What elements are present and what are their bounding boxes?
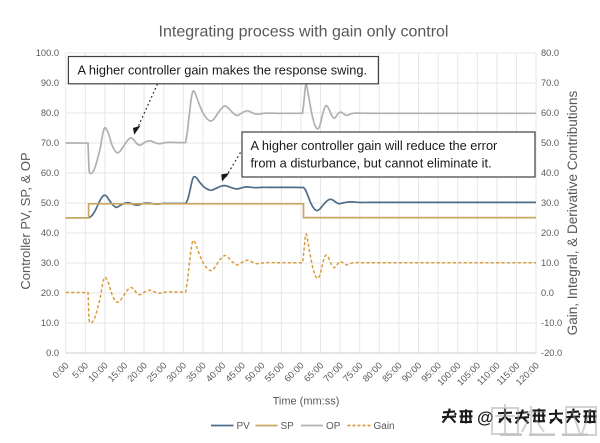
svg-text:Controller PV, SP, & OP: Controller PV, SP, & OP bbox=[18, 152, 33, 289]
svg-text:80.0: 80.0 bbox=[41, 108, 59, 118]
svg-text:Integrating process with gain: Integrating process with gain only contr… bbox=[159, 24, 449, 41]
svg-text:30.0: 30.0 bbox=[41, 258, 59, 268]
svg-text:OP: OP bbox=[326, 421, 341, 432]
svg-text:10.0: 10.0 bbox=[41, 318, 59, 328]
svg-text:20.0: 20.0 bbox=[541, 228, 559, 238]
svg-text:50.0: 50.0 bbox=[41, 198, 59, 208]
svg-text:60.0: 60.0 bbox=[541, 108, 559, 118]
svg-text:40.0: 40.0 bbox=[541, 168, 559, 178]
svg-text:from a disturbance, but cannot: from a disturbance, but cannot eliminate… bbox=[251, 156, 492, 171]
svg-text:50.0: 50.0 bbox=[541, 138, 559, 148]
svg-text:PV: PV bbox=[237, 421, 251, 432]
svg-text:20.0: 20.0 bbox=[41, 288, 59, 298]
svg-text:80.0: 80.0 bbox=[541, 48, 559, 58]
svg-text:70.0: 70.0 bbox=[541, 78, 559, 88]
svg-text:90.0: 90.0 bbox=[41, 78, 59, 88]
svg-text:SP: SP bbox=[281, 421, 295, 432]
svg-text:10.0: 10.0 bbox=[541, 258, 559, 268]
svg-text:A higher controller gain makes: A higher controller gain makes the respo… bbox=[78, 63, 368, 78]
svg-text:60.0: 60.0 bbox=[41, 168, 59, 178]
svg-text:Gain, Integral, & Derivative C: Gain, Integral, & Derivative Contributio… bbox=[565, 90, 580, 335]
svg-text:40.0: 40.0 bbox=[41, 228, 59, 238]
svg-text:@: @ bbox=[477, 408, 494, 427]
svg-text:-20.0: -20.0 bbox=[541, 348, 562, 358]
svg-text:Gain: Gain bbox=[374, 421, 395, 432]
svg-text:30.0: 30.0 bbox=[541, 198, 559, 208]
svg-text:A higher controller gain will: A higher controller gain will reduce the… bbox=[251, 138, 499, 153]
svg-text:100.0: 100.0 bbox=[36, 48, 59, 58]
svg-text:Time (mm:ss): Time (mm:ss) bbox=[273, 396, 340, 408]
svg-text:70.0: 70.0 bbox=[41, 138, 59, 148]
svg-text:-10.0: -10.0 bbox=[541, 318, 562, 328]
svg-text:0.0: 0.0 bbox=[541, 288, 554, 298]
svg-text:0.0: 0.0 bbox=[46, 348, 59, 358]
